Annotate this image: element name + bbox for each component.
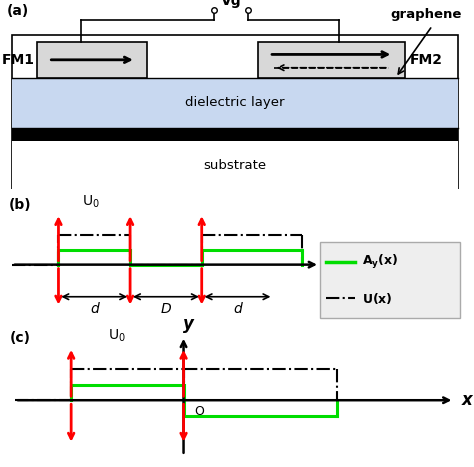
Bar [12,78,457,128]
Bar [12,141,457,189]
Text: y: y [183,315,194,333]
Text: $\mathbf{U(x)}$: $\mathbf{U(x)}$ [362,290,392,305]
Bar [258,42,405,78]
Text: (a): (a) [7,4,29,18]
Text: Vg: Vg [220,0,241,8]
Text: (b): (b) [9,198,31,212]
Text: substrate: substrate [203,159,266,172]
Text: d: d [233,302,242,316]
Text: D: D [161,302,171,316]
Text: x: x [462,391,473,409]
Text: O: O [194,404,204,417]
Text: (c): (c) [10,332,31,346]
Bar [12,128,457,141]
Text: U$_0$: U$_0$ [108,327,126,344]
Text: d: d [90,302,99,316]
Text: FM1: FM1 [1,53,35,67]
Bar [12,35,457,189]
Text: x: x [325,255,336,274]
Text: dielectric layer: dielectric layer [185,96,284,109]
Text: $\mathbf{A_y(x)}$: $\mathbf{A_y(x)}$ [362,253,398,271]
Text: FM2: FM2 [410,53,442,67]
Text: U$_0$: U$_0$ [82,194,100,210]
Text: graphene: graphene [391,8,462,21]
Bar [37,42,147,78]
